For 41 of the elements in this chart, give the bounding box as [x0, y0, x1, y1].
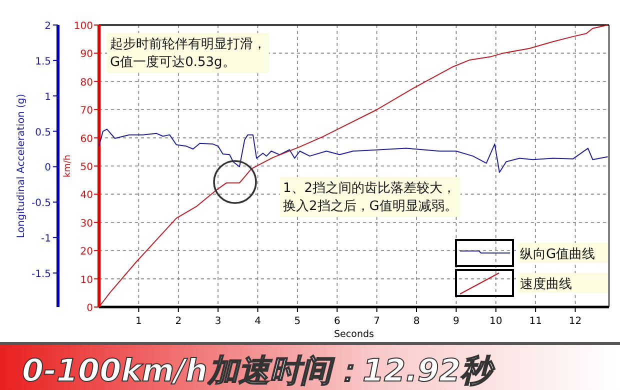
y2-tick-label: 1.5 [35, 56, 51, 68]
annotation: 起步时前轮伴有明显打滑，G值一度可达0.53g。 [110, 37, 266, 70]
y-tick-label: 20 [80, 246, 93, 258]
y2-tick-label: 0.5 [35, 127, 51, 138]
x-tick-label: 6 [334, 316, 340, 327]
x-tick-label: 12 [568, 316, 582, 327]
x-tick-label: 7 [374, 316, 380, 327]
x-tick-label: 1 [136, 316, 142, 327]
annotation: 1、2挡之间的齿比落差较大，换入2挡之后，G值明显减弱。 [283, 181, 458, 214]
y2-axis-title: Longitudinal Acceleration (g) [16, 94, 27, 238]
x-axis-title: Seconds [334, 329, 374, 340]
x-tick-label: 9 [453, 316, 460, 327]
y-tick-label: 100 [74, 21, 93, 32]
y2-tick-label: -1 [41, 234, 51, 245]
y-tick-label: 80 [80, 77, 93, 88]
x-tick-label: 10 [490, 316, 502, 327]
x-tick-label: 3 [214, 316, 222, 327]
y-tick-label: 40 [80, 190, 93, 202]
y-axis-title: km/h [63, 154, 73, 178]
y2-tick-label: 1 [44, 92, 51, 103]
y-tick-label: 90 [80, 49, 93, 60]
x-tick-label: 4 [254, 316, 261, 327]
text: 0-100km/h加速时间：12.92秒 [22, 353, 496, 389]
y2-tick-label: 0 [44, 162, 51, 174]
x-tick-label: 8 [413, 316, 420, 327]
y-tick-label: 70 [80, 106, 93, 117]
x-tick-label: 5 [294, 316, 301, 327]
y-tick-label: 10 [80, 274, 93, 286]
y2-tick-label: 2 [44, 21, 51, 32]
y2-tick-label: -1.5 [31, 268, 51, 280]
legend-label: 纵向G值曲线 [520, 247, 596, 262]
line-series [98, 128, 608, 173]
x-tick-label: 11 [529, 316, 542, 327]
y2-tick-label: -0.5 [31, 198, 51, 210]
y-tick-label: 30 [80, 218, 93, 230]
line-series [98, 24, 608, 308]
y-tick-label: 50 [80, 162, 93, 173]
y-tick-label: 60 [80, 134, 93, 145]
legend-label: 速度曲线 [520, 276, 572, 292]
x-tick-label: 2 [175, 316, 182, 327]
y-tick-label: 0 [86, 303, 93, 314]
